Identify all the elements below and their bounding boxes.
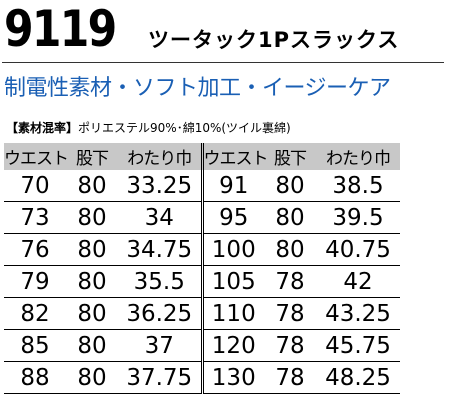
subtitle: 制電性素材・ソフト加工・イージーケア <box>4 76 391 101</box>
table-cell: 70 <box>4 170 66 202</box>
divider <box>2 62 444 63</box>
table-cell: 110 <box>200 297 264 330</box>
table-cell: 37.75 <box>118 361 202 394</box>
table-cell: 78 <box>264 361 316 394</box>
table-cell: 80 <box>66 361 118 394</box>
table-cell: 73 <box>4 201 66 234</box>
table-cell: 80 <box>66 265 118 298</box>
table-cell: 80 <box>66 297 118 330</box>
table-cell: 42 <box>316 265 400 298</box>
column-header: 股下 <box>66 143 118 170</box>
table-cell: 40.75 <box>316 233 400 266</box>
table-cell: 37 <box>118 329 202 362</box>
table-row: 79 80 35.5 105 78 42 <box>4 265 400 298</box>
table-row: 82 80 36.25 110 78 43.25 <box>4 297 400 330</box>
table-cell: 80 <box>264 170 316 202</box>
table-cell: 45.75 <box>316 329 400 362</box>
product-code: 9119 <box>4 0 117 58</box>
table-cell: 79 <box>4 265 66 298</box>
material-line: 【素材混率】ポリエステル90%･綿10%(ツイル裏綿) <box>6 119 291 136</box>
table-cell: 80 <box>66 329 118 362</box>
table-cell: 35.5 <box>118 265 202 298</box>
table-cell: 43.25 <box>316 297 400 330</box>
table-cell: 76 <box>4 233 66 266</box>
table-cell: 100 <box>200 233 264 266</box>
material-label: 【素材混率】 <box>6 121 79 135</box>
table-cell: 39.5 <box>316 201 400 234</box>
table-cell: 80 <box>264 233 316 266</box>
table-cell: 78 <box>264 297 316 330</box>
table-cell: 82 <box>4 297 66 330</box>
table-body: 70 80 33.25 91 80 38.5 73 80 34 95 80 39.5 76 80 34.75… <box>4 170 400 394</box>
table-row: 85 80 37 120 78 45.75 <box>4 329 400 362</box>
size-table: ウエスト 股下 わたり巾 ウエスト 股下 わたり巾 70 80 33.25 91 80 38.5 73… <box>4 143 400 394</box>
column-header: ウエスト <box>4 143 69 170</box>
table-cell: 36.25 <box>118 297 202 330</box>
table-cell: 34 <box>118 201 202 234</box>
table-cell: 88 <box>4 361 66 394</box>
table-row: 73 80 34 95 80 39.5 <box>4 201 400 234</box>
table-cell: 85 <box>4 329 66 362</box>
product-title: ツータック1Pスラックス <box>148 28 400 52</box>
table-row: 88 80 37.75 130 78 48.25 <box>4 361 400 394</box>
material-text: ポリエステル90%･綿10%(ツイル裏綿) <box>78 121 291 135</box>
table-cell: 34.75 <box>118 233 202 266</box>
table-cell: 80 <box>66 201 118 234</box>
table-cell: 105 <box>200 265 264 298</box>
table-cell: 80 <box>264 201 316 234</box>
table-cell: 91 <box>200 170 264 202</box>
column-header: ウエスト <box>200 143 269 170</box>
table-cell: 95 <box>200 201 264 234</box>
table-cell: 80 <box>66 233 118 266</box>
table-row: 76 80 34.75 100 80 40.75 <box>4 233 400 266</box>
column-header: わたり巾 <box>118 143 202 170</box>
table-cell: 80 <box>66 170 118 202</box>
column-header: 股下 <box>264 143 316 170</box>
table-cell: 130 <box>200 361 264 394</box>
table-cell: 78 <box>264 265 316 298</box>
table-cell: 38.5 <box>316 170 400 202</box>
column-header: わたり巾 <box>316 143 400 170</box>
table-cell: 120 <box>200 329 264 362</box>
table-cell: 48.25 <box>316 361 400 394</box>
table-row: 70 80 33.25 91 80 38.5 <box>4 170 400 202</box>
table-cell: 78 <box>264 329 316 362</box>
table-cell: 33.25 <box>118 170 202 202</box>
header-row: ウエスト 股下 わたり巾 ウエスト 股下 わたり巾 <box>4 143 400 170</box>
